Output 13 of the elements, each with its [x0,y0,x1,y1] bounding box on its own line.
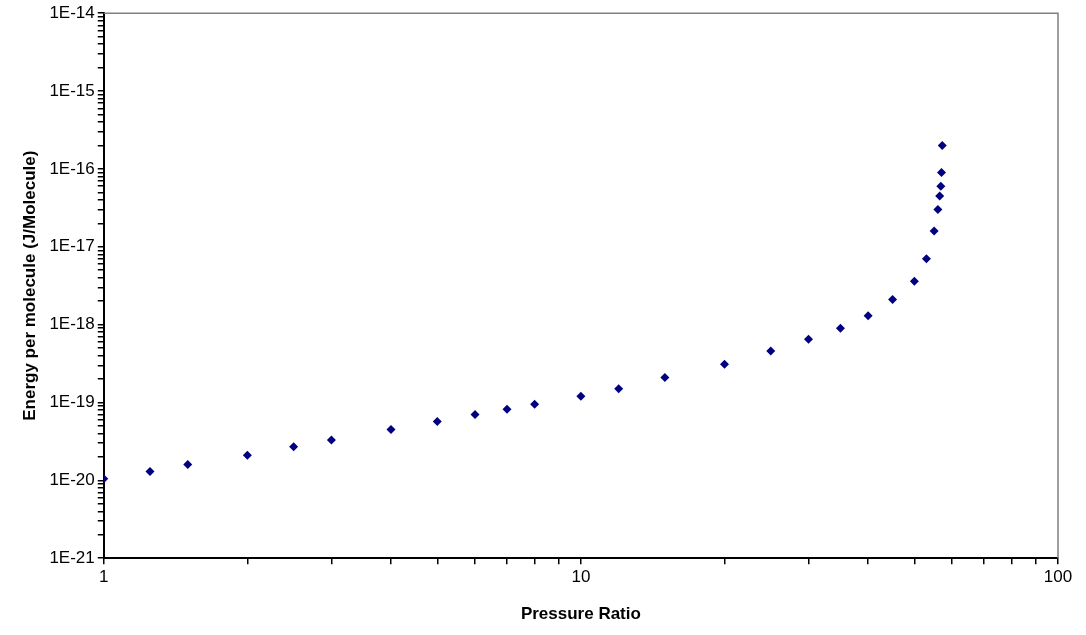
y-tick-label: 1E-17 [49,236,95,256]
x-tick-label: 100 [1043,567,1073,587]
x-axis-title: Pressure Ratio [520,604,641,624]
x-tick-label: 1 [99,567,109,587]
y-tick-label: 1E-14 [49,2,95,22]
y-tick-label: 1E-20 [49,470,95,490]
y-tick-label: 1E-21 [49,547,95,567]
y-tick-label: 1E-15 [49,80,95,100]
y-axis-title: Energy per molecule (J/Molecule) [19,150,39,421]
x-tick-label: 10 [571,567,591,587]
y-tick-label: 1E-19 [49,392,95,412]
y-tick-label: 1E-16 [49,158,95,178]
y-tick-label: 1E-18 [49,314,95,334]
